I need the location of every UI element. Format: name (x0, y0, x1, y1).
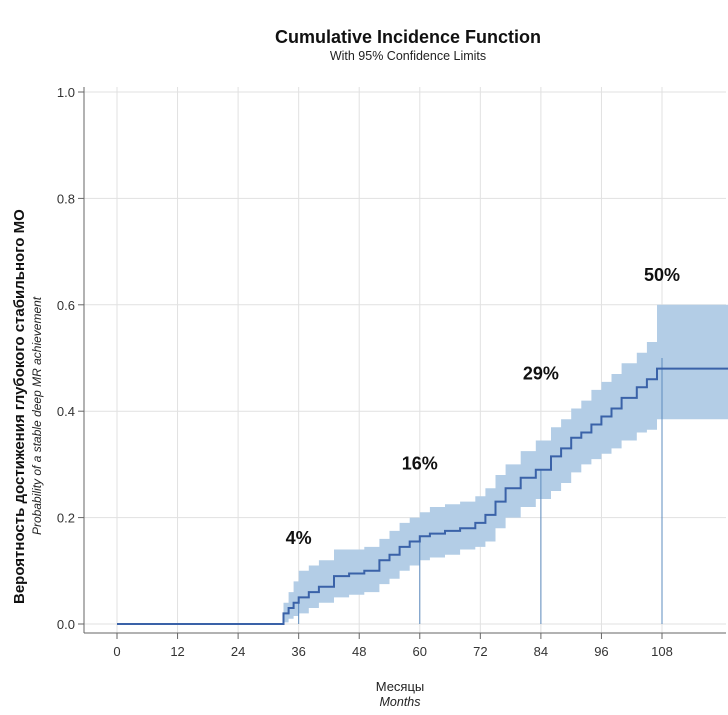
x-tick-label: 0 (113, 644, 120, 659)
chart-title: Cumulative Incidence Function (274, 27, 542, 47)
x-tick-label: 24 (231, 644, 245, 659)
y-tick-label: 0.2 (57, 511, 75, 526)
y-axis-label-english: Probability of a stable deep MR achievem… (30, 296, 44, 535)
y-tick-label: 0.4 (57, 404, 75, 419)
percent-label: 50% (644, 265, 680, 285)
x-axis-label-english: Months (379, 695, 421, 709)
y-tick-label: 0.0 (57, 617, 75, 632)
x-tick-label: 96 (594, 644, 608, 659)
cif-step-line (117, 367, 728, 625)
x-tick-label: 60 (413, 644, 427, 659)
y-tick-label: 1.0 (57, 85, 75, 100)
percent-labels: 4% 16% 29% 50% (286, 265, 680, 548)
chart-subtitle: With 95% Confidence Limits (329, 49, 487, 63)
percent-label: 4% (286, 528, 312, 548)
x-tick-label: 48 (352, 644, 366, 659)
x-tick-label: 36 (291, 644, 305, 659)
axes: 0 12 24 36 48 60 72 84 96 108 0.0 0.2 0.4 0.6 0.8 1.0 (57, 85, 726, 659)
y-axis-label: Вероятность достижения глубокого стабиль… (11, 209, 28, 604)
x-tick-label: 12 (170, 644, 184, 659)
confidence-band-area (117, 304, 728, 624)
cif-line (117, 367, 728, 625)
y-tick-label: 0.6 (57, 298, 75, 313)
x-axis-label: Месяцы (375, 679, 425, 694)
x-tick-label: 72 (473, 644, 487, 659)
x-tick-label: 108 (651, 644, 673, 659)
percent-label: 29% (523, 363, 559, 383)
percent-label: 16% (402, 454, 438, 474)
confidence-band (117, 304, 728, 624)
y-tick-label: 0.8 (57, 191, 75, 206)
drop-lines (298, 358, 663, 624)
x-tick-label: 84 (534, 644, 548, 659)
